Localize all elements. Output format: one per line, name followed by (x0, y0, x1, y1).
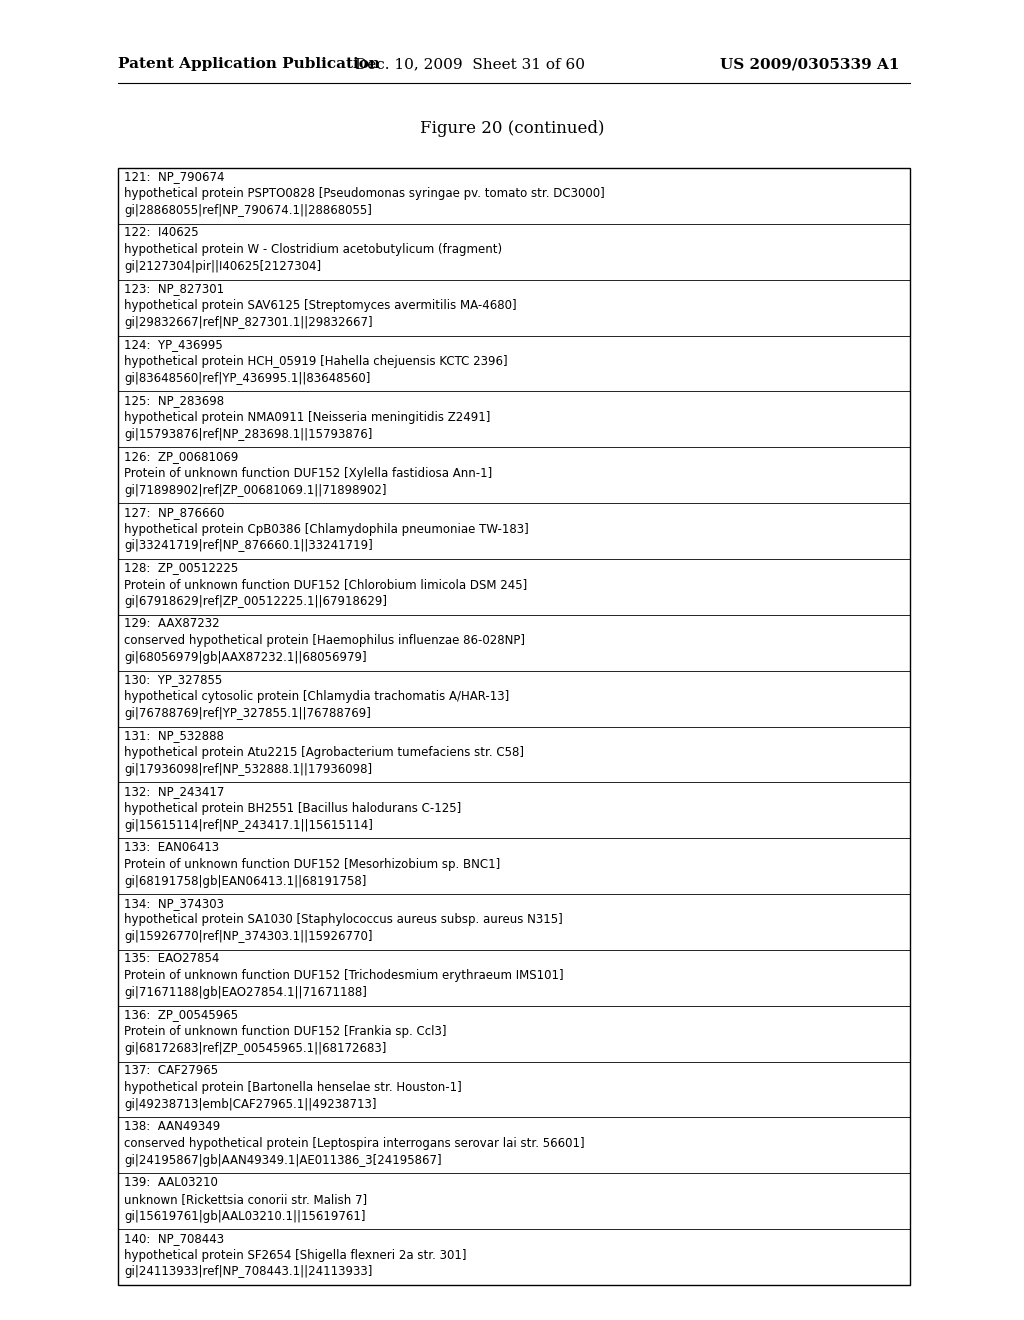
Text: gi|2127304|pir||I40625[2127304]: gi|2127304|pir||I40625[2127304] (124, 260, 322, 273)
Text: gi|83648560|ref|YP_436995.1||83648560]: gi|83648560|ref|YP_436995.1||83648560] (124, 372, 371, 385)
Text: 123:  NP_827301: 123: NP_827301 (124, 282, 224, 296)
Text: 135:  EAO27854: 135: EAO27854 (124, 953, 219, 965)
Text: 127:  NP_876660: 127: NP_876660 (124, 506, 224, 519)
Text: gi|24195867|gb|AAN49349.1|AE011386_3[24195867]: gi|24195867|gb|AAN49349.1|AE011386_3[241… (124, 1154, 441, 1167)
Text: 125:  NP_283698: 125: NP_283698 (124, 393, 224, 407)
Text: gi|68191758|gb|EAN06413.1||68191758]: gi|68191758|gb|EAN06413.1||68191758] (124, 875, 367, 887)
Text: Protein of unknown function DUF152 [Trichodesmium erythraeum IMS101]: Protein of unknown function DUF152 [Tric… (124, 969, 563, 982)
Text: gi|68056979|gb|AAX87232.1||68056979]: gi|68056979|gb|AAX87232.1||68056979] (124, 651, 367, 664)
Text: 134:  NP_374303: 134: NP_374303 (124, 896, 224, 909)
Text: gi|29832667|ref|NP_827301.1||29832667]: gi|29832667|ref|NP_827301.1||29832667] (124, 315, 373, 329)
Text: 137:  CAF27965: 137: CAF27965 (124, 1064, 218, 1077)
Text: 138:  AAN49349: 138: AAN49349 (124, 1119, 220, 1133)
Text: gi|71898902|ref|ZP_00681069.1||71898902]: gi|71898902|ref|ZP_00681069.1||71898902] (124, 483, 386, 496)
Text: 130:  YP_327855: 130: YP_327855 (124, 673, 222, 686)
Text: hypothetical protein Atu2215 [Agrobacterium tumefaciens str. C58]: hypothetical protein Atu2215 [Agrobacter… (124, 746, 524, 759)
Text: Protein of unknown function DUF152 [Xylella fastidiosa Ann-1]: Protein of unknown function DUF152 [Xyle… (124, 467, 493, 479)
Text: US 2009/0305339 A1: US 2009/0305339 A1 (720, 57, 899, 71)
Text: hypothetical protein [Bartonella henselae str. Houston-1]: hypothetical protein [Bartonella hensela… (124, 1081, 462, 1094)
Text: conserved hypothetical protein [Haemophilus influenzae 86-028NP]: conserved hypothetical protein [Haemophi… (124, 634, 525, 647)
Text: 124:  YP_436995: 124: YP_436995 (124, 338, 223, 351)
Text: gi|17936098|ref|NP_532888.1||17936098]: gi|17936098|ref|NP_532888.1||17936098] (124, 763, 372, 776)
Text: 133:  EAN06413: 133: EAN06413 (124, 841, 219, 854)
Text: gi|49238713|emb|CAF27965.1||49238713]: gi|49238713|emb|CAF27965.1||49238713] (124, 1098, 377, 1111)
Text: gi|76788769|ref|YP_327855.1||76788769]: gi|76788769|ref|YP_327855.1||76788769] (124, 708, 371, 719)
Text: gi|15793876|ref|NP_283698.1||15793876]: gi|15793876|ref|NP_283698.1||15793876] (124, 428, 373, 441)
Text: hypothetical protein SAV6125 [Streptomyces avermitilis MA-4680]: hypothetical protein SAV6125 [Streptomyc… (124, 300, 517, 312)
Text: 132:  NP_243417: 132: NP_243417 (124, 785, 224, 797)
Text: gi|33241719|ref|NP_876660.1||33241719]: gi|33241719|ref|NP_876660.1||33241719] (124, 540, 373, 553)
Text: 136:  ZP_00545965: 136: ZP_00545965 (124, 1008, 239, 1022)
Text: conserved hypothetical protein [Leptospira interrogans serovar lai str. 56601]: conserved hypothetical protein [Leptospi… (124, 1137, 585, 1150)
Text: Patent Application Publication: Patent Application Publication (118, 57, 380, 71)
Text: unknown [Rickettsia conorii str. Malish 7]: unknown [Rickettsia conorii str. Malish … (124, 1193, 368, 1205)
Text: hypothetical protein SA1030 [Staphylococcus aureus subsp. aureus N315]: hypothetical protein SA1030 [Staphylococ… (124, 913, 563, 927)
Text: hypothetical cytosolic protein [Chlamydia trachomatis A/HAR-13]: hypothetical cytosolic protein [Chlamydi… (124, 690, 509, 704)
Bar (118, 168, 910, 1284)
Text: hypothetical protein W - Clostridium acetobutylicum (fragment): hypothetical protein W - Clostridium ace… (124, 243, 502, 256)
Text: gi|28868055|ref|NP_790674.1||28868055]: gi|28868055|ref|NP_790674.1||28868055] (124, 205, 372, 218)
Text: gi|24113933|ref|NP_708443.1||24113933]: gi|24113933|ref|NP_708443.1||24113933] (124, 1266, 373, 1279)
Text: hypothetical protein HCH_05919 [Hahella chejuensis KCTC 2396]: hypothetical protein HCH_05919 [Hahella … (124, 355, 508, 368)
Text: gi|15615114|ref|NP_243417.1||15615114]: gi|15615114|ref|NP_243417.1||15615114] (124, 818, 373, 832)
Text: 129:  AAX87232: 129: AAX87232 (124, 618, 219, 630)
Text: hypothetical protein PSPTO0828 [Pseudomonas syringae pv. tomato str. DC3000]: hypothetical protein PSPTO0828 [Pseudomo… (124, 187, 605, 201)
Text: gi|68172683|ref|ZP_00545965.1||68172683]: gi|68172683|ref|ZP_00545965.1||68172683] (124, 1041, 386, 1055)
Text: 140:  NP_708443: 140: NP_708443 (124, 1232, 224, 1245)
Text: gi|67918629|ref|ZP_00512225.1||67918629]: gi|67918629|ref|ZP_00512225.1||67918629] (124, 595, 387, 609)
Text: hypothetical protein SF2654 [Shigella flexneri 2a str. 301]: hypothetical protein SF2654 [Shigella fl… (124, 1249, 467, 1262)
Text: Figure 20 (continued): Figure 20 (continued) (420, 120, 604, 137)
Text: Protein of unknown function DUF152 [Chlorobium limicola DSM 245]: Protein of unknown function DUF152 [Chlo… (124, 578, 527, 591)
Text: 139:  AAL03210: 139: AAL03210 (124, 1176, 218, 1189)
Text: hypothetical protein CpB0386 [Chlamydophila pneumoniae TW-183]: hypothetical protein CpB0386 [Chlamydoph… (124, 523, 528, 536)
Text: 121:  NP_790674: 121: NP_790674 (124, 170, 224, 183)
Text: 131:  NP_532888: 131: NP_532888 (124, 729, 224, 742)
Text: Dec. 10, 2009  Sheet 31 of 60: Dec. 10, 2009 Sheet 31 of 60 (355, 57, 585, 71)
Text: gi|71671188|gb|EAO27854.1||71671188]: gi|71671188|gb|EAO27854.1||71671188] (124, 986, 367, 999)
Text: 126:  ZP_00681069: 126: ZP_00681069 (124, 450, 239, 463)
Text: gi|15619761|gb|AAL03210.1||15619761]: gi|15619761|gb|AAL03210.1||15619761] (124, 1209, 366, 1222)
Text: Protein of unknown function DUF152 [Mesorhizobium sp. BNC1]: Protein of unknown function DUF152 [Meso… (124, 858, 501, 871)
Text: gi|15926770|ref|NP_374303.1||15926770]: gi|15926770|ref|NP_374303.1||15926770] (124, 931, 373, 944)
Text: 122:  I40625: 122: I40625 (124, 226, 199, 239)
Text: hypothetical protein NMA0911 [Neisseria meningitidis Z2491]: hypothetical protein NMA0911 [Neisseria … (124, 411, 490, 424)
Text: hypothetical protein BH2551 [Bacillus halodurans C-125]: hypothetical protein BH2551 [Bacillus ha… (124, 801, 461, 814)
Text: Protein of unknown function DUF152 [Frankia sp. Ccl3]: Protein of unknown function DUF152 [Fran… (124, 1026, 446, 1038)
Text: 128:  ZP_00512225: 128: ZP_00512225 (124, 561, 239, 574)
